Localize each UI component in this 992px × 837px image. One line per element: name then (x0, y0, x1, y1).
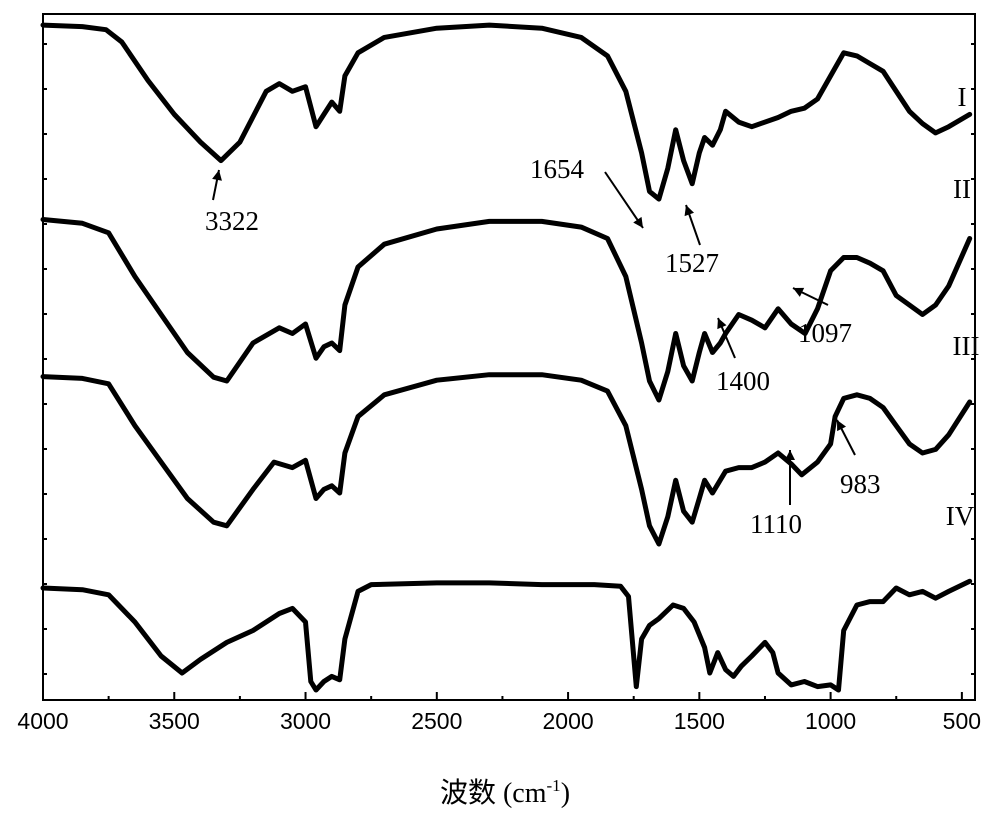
peak-arrow-line (604, 171, 644, 229)
y-axis-ticks (43, 43, 975, 675)
peak-arrow-head (684, 205, 695, 217)
x-tick-label: 3000 (280, 708, 331, 734)
plot-frame (42, 13, 976, 701)
spectrum-line-III (40, 372, 973, 547)
peak-annotations: 3322 1654 1527 1400 1097 1110 983 (205, 154, 881, 539)
spectrum-line-II (40, 217, 973, 403)
peak-arrow-head (717, 318, 727, 330)
peak-label: 1097 (798, 318, 852, 348)
x-tick-label: 1500 (674, 708, 725, 734)
series-label-IV: IV (946, 501, 975, 531)
peak-arrow-head (633, 216, 643, 228)
x-axis-ticks (42, 692, 963, 700)
series-label-III: III (953, 331, 980, 361)
peak-annotation-1654: 1654 (530, 154, 644, 229)
x-axis-title-superscript: -1 (547, 776, 561, 795)
x-tick-label: 1000 (805, 708, 856, 734)
peak-label: 1527 (665, 248, 719, 278)
peak-label: 3322 (205, 206, 259, 236)
peak-annotation-1400: 1400 (716, 317, 770, 396)
peak-label: 1110 (750, 509, 802, 539)
x-tick-label: 2500 (411, 708, 462, 734)
x-tick-label: 4000 (17, 708, 68, 734)
peak-arrow-head (785, 450, 795, 460)
peak-label: 1400 (716, 366, 770, 396)
x-tick-label: 500 (943, 708, 981, 734)
peak-annotation-983: 983 (836, 419, 881, 499)
peak-label: 983 (840, 469, 881, 499)
peak-label: 1654 (530, 154, 585, 184)
spectra-series (40, 22, 973, 693)
spectrum-line-IV (40, 578, 973, 693)
peak-annotation-1527: 1527 (665, 204, 719, 278)
series-label-I: I (958, 82, 967, 112)
peak-annotation-3322: 3322 (205, 169, 259, 236)
peak-annotation-1097: 1097 (792, 287, 852, 348)
peak-arrow-head (837, 420, 847, 432)
x-tick-label: 2000 (542, 708, 593, 734)
x-axis-title-main: 波数 (cm (440, 777, 547, 809)
x-axis-tick-labels: 4000 3500 3000 2500 2000 1500 1000 500 (17, 708, 981, 734)
x-tick-label: 3500 (149, 708, 200, 734)
peak-arrow-head (212, 170, 222, 181)
peak-annotation-1110: 1110 (750, 450, 802, 539)
x-axis-title: 波数 (cm-1) (440, 776, 570, 809)
spectrum-line-I (40, 22, 973, 202)
x-axis-title-tail: ) (561, 778, 570, 809)
series-label-II: II (953, 174, 971, 204)
peak-arrow-head (793, 287, 805, 297)
